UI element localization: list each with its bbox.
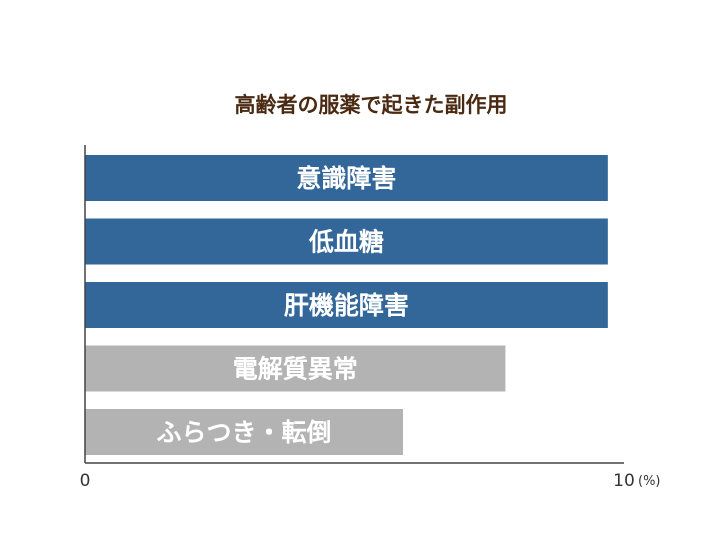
- bar-label-5: ふらつき・転倒: [156, 418, 331, 447]
- chart-title: 高齢者の服薬で起きた副作用: [235, 93, 508, 117]
- bar-2: [85, 218, 608, 265]
- bar-3: [85, 282, 608, 328]
- bar-label-2: 低血糖: [308, 228, 384, 257]
- x-ticks-group: 0 10: [80, 471, 635, 491]
- bar-label-4: 電解質異常: [233, 355, 358, 384]
- x-tick-label-0: 0: [80, 471, 91, 491]
- bar-5: [85, 409, 404, 455]
- bar-4: [85, 345, 506, 392]
- x-tick-label-1: 10: [613, 471, 635, 491]
- x-axis-unit: (%): [638, 474, 661, 489]
- bar-label-1: 意識障害: [296, 164, 396, 193]
- bar-label-3: 肝機能障害: [284, 291, 409, 320]
- bar-1: [85, 155, 608, 201]
